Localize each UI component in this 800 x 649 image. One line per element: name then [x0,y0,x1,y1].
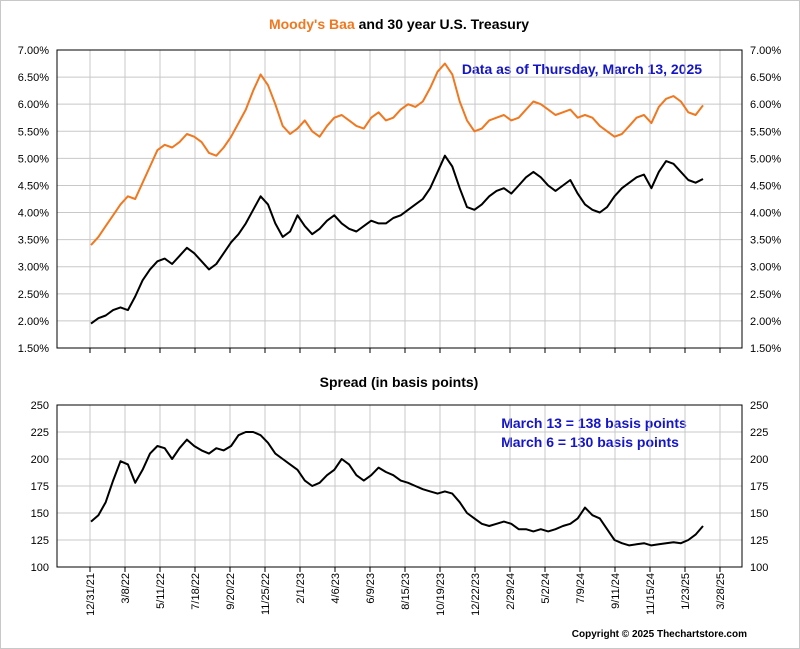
x-tick-label: 12/31/21 [85,573,97,616]
x-tick-label: 7/18/22 [190,573,202,610]
spread-ytick-left: 250 [31,400,49,412]
top-ytick-left: 4.00% [18,208,49,220]
x-tick-label: 6/9/23 [365,573,377,604]
spread-chart-title: Spread (in basis points) [320,374,479,390]
top-ytick-right: 6.00% [750,99,781,111]
series-line-treasury [90,154,704,325]
series-line-baa [90,62,704,246]
x-tick-label: 9/20/22 [225,573,237,610]
top-ytick-right: 2.00% [750,316,781,328]
x-tick-label: 2/1/23 [295,573,307,604]
spread-ytick-right: 100 [750,562,768,574]
spread-ytick-right: 225 [750,427,768,439]
x-tick-label: 9/11/24 [610,573,622,609]
top-ytick-left: 2.00% [18,316,49,328]
top-ytick-left: 5.00% [18,153,49,165]
x-tick-label: 10/19/23 [435,573,447,616]
spread-ytick-right: 250 [750,400,768,412]
top-ytick-left: 2.50% [18,289,49,301]
top-ytick-right: 1.50% [750,343,781,355]
top-ytick-left: 6.50% [18,72,49,84]
spread-ytick-left: 200 [31,454,49,466]
top-ytick-right: 4.00% [750,208,781,220]
top-ytick-left: 6.00% [18,99,49,111]
top-ytick-right: 6.50% [750,72,781,84]
x-tick-label: 3/28/25 [715,573,727,610]
top-chart-title: Moody's Baa and 30 year U.S. Treasury [269,16,529,32]
top-ytick-right: 5.50% [750,126,781,138]
copyright-text: Copyright © 2025 Thechartstore.com [572,629,747,640]
top-ytick-left: 4.50% [18,180,49,192]
top-plot-border [56,49,743,349]
x-tick-label: 8/15/23 [400,573,412,610]
spread-ytick-left: 150 [31,508,49,520]
top-ytick-left: 7.00% [18,45,49,57]
top-ytick-right: 7.00% [750,45,781,57]
top-ytick-left: 3.50% [18,235,49,247]
spread-ytick-left: 125 [31,535,49,547]
x-tick-label: 12/22/23 [470,573,482,616]
spread-ytick-right: 200 [750,454,768,466]
top-ytick-right: 2.50% [750,289,781,301]
title-rest: and 30 year U.S. Treasury [355,16,530,32]
spread-ytick-left: 175 [31,481,49,493]
x-tick-label: 5/11/22 [155,573,167,609]
spread-ytick-right: 150 [750,508,768,520]
top-ytick-right: 3.50% [750,235,781,247]
top-ytick-right: 4.50% [750,180,781,192]
x-tick-label: 3/8/22 [120,573,132,604]
x-tick-label: 11/25/22 [260,573,272,615]
x-tick-label: 11/15/24 [645,573,657,615]
spread-ytick-right: 175 [750,481,768,493]
spread-ytick-left: 100 [31,562,49,574]
spread-plot-border [56,404,743,568]
x-tick-label: 2/29/24 [505,573,517,610]
top-ytick-right: 3.00% [750,262,781,274]
x-tick-label: 4/6/23 [330,573,342,604]
title-highlight: Moody's Baa [269,16,355,32]
series-line-spread [90,431,704,547]
spread-ytick-right: 125 [750,535,768,547]
top-ytick-left: 5.50% [18,126,49,138]
spread-ytick-left: 225 [31,427,49,439]
spread-annotation-1: March 13 = 138 basis points [501,415,687,431]
top-ytick-left: 1.50% [18,343,49,355]
x-tick-label: 5/2/24 [540,573,552,604]
x-tick-label: 1/23/25 [680,573,692,610]
top-ytick-right: 5.00% [750,153,781,165]
top-ytick-left: 3.00% [18,262,49,274]
x-tick-label: 7/9/24 [575,573,587,604]
data-date-annotation: Data as of Thursday, March 13, 2025 [462,61,702,77]
spread-annotation-2: March 6 = 130 basis points [501,434,679,450]
